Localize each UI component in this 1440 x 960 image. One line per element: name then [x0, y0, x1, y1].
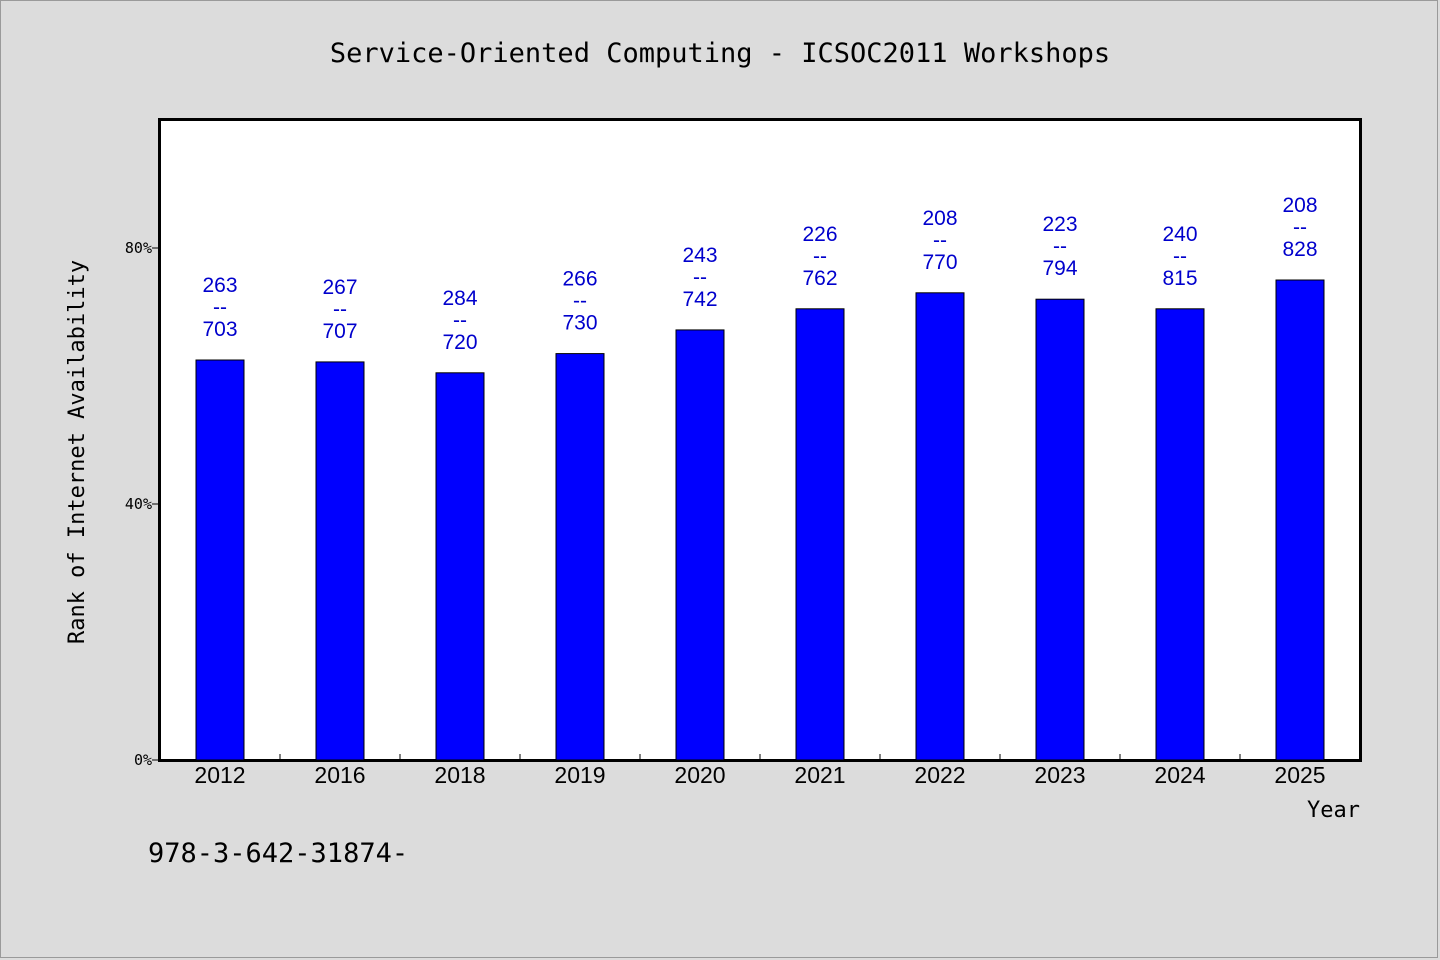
bar	[555, 353, 605, 761]
chart-title: Service-Oriented Computing - ICSOC2011 W…	[330, 38, 1110, 69]
data-label-separator: --	[813, 245, 827, 268]
bar	[195, 359, 245, 761]
data-label-top: 243	[682, 244, 717, 267]
data-label-separator: --	[693, 266, 707, 289]
data-label-bottom: 720	[442, 331, 477, 354]
y-tick-label: 0%	[134, 751, 152, 769]
x-tick-label: 2019	[554, 762, 605, 788]
bar	[915, 292, 965, 761]
x-tick-label: 2025	[1274, 762, 1325, 788]
x-tick-label: 2012	[194, 762, 245, 788]
bar	[675, 329, 725, 761]
data-label-top: 226	[802, 223, 837, 246]
data-label-bottom: 707	[322, 320, 357, 343]
x-tick-label: 2018	[434, 762, 485, 788]
bar	[795, 308, 845, 761]
data-label-top: 284	[442, 287, 477, 310]
bar	[1035, 298, 1085, 761]
data-label-separator: --	[1053, 235, 1067, 258]
bar-group: 263--703267--707284--720266--730243--742…	[195, 194, 1325, 761]
y-tick-label: 80%	[125, 239, 152, 257]
data-label-separator: --	[333, 298, 347, 321]
y-tick-label: 40%	[125, 495, 152, 513]
x-tick-label: 2016	[314, 762, 365, 788]
data-label-bottom: 730	[562, 312, 597, 335]
data-label-bottom: 762	[802, 267, 837, 290]
bar	[1155, 308, 1205, 761]
data-label-bottom: 828	[1282, 238, 1317, 261]
x-axis-ticks: 2012 2016 2018 2019 2020 2021 2022 2023 2024 2025	[194, 754, 1326, 788]
x-axis-title: Year	[1307, 798, 1360, 823]
data-label-bottom: 742	[682, 288, 717, 311]
y-axis-title: Rank of Internet Availability	[65, 260, 90, 644]
x-tick-label: 2024	[1154, 762, 1205, 788]
data-label-bottom: 703	[202, 318, 237, 341]
data-label-top: 240	[1162, 223, 1197, 246]
data-label-top: 208	[1282, 194, 1317, 217]
x-tick-label: 2022	[914, 762, 965, 788]
data-label-top: 208	[922, 207, 957, 230]
data-label-separator: --	[1173, 245, 1187, 268]
x-tick-label: 2021	[794, 762, 845, 788]
footnote-isbn: 978-3-642-31874-	[148, 838, 408, 869]
x-tick-label: 2020	[674, 762, 725, 788]
bar	[315, 361, 365, 761]
data-label-separator: --	[573, 290, 587, 313]
y-axis-ticks: 0% 40% 80%	[125, 239, 160, 769]
data-label-separator: --	[213, 296, 227, 319]
data-label-separator: --	[933, 229, 947, 252]
data-label-bottom: 794	[1042, 257, 1077, 280]
data-label-top: 266	[562, 268, 597, 291]
data-label-top: 263	[202, 274, 237, 297]
data-label-bottom: 770	[922, 251, 957, 274]
bar	[435, 372, 485, 761]
data-label-bottom: 815	[1162, 267, 1197, 290]
data-label-top: 223	[1042, 213, 1077, 236]
data-label-separator: --	[1293, 216, 1307, 239]
data-label-separator: --	[453, 309, 467, 332]
bar	[1275, 279, 1325, 761]
x-tick-label: 2023	[1034, 762, 1085, 788]
data-label-top: 267	[322, 276, 357, 299]
